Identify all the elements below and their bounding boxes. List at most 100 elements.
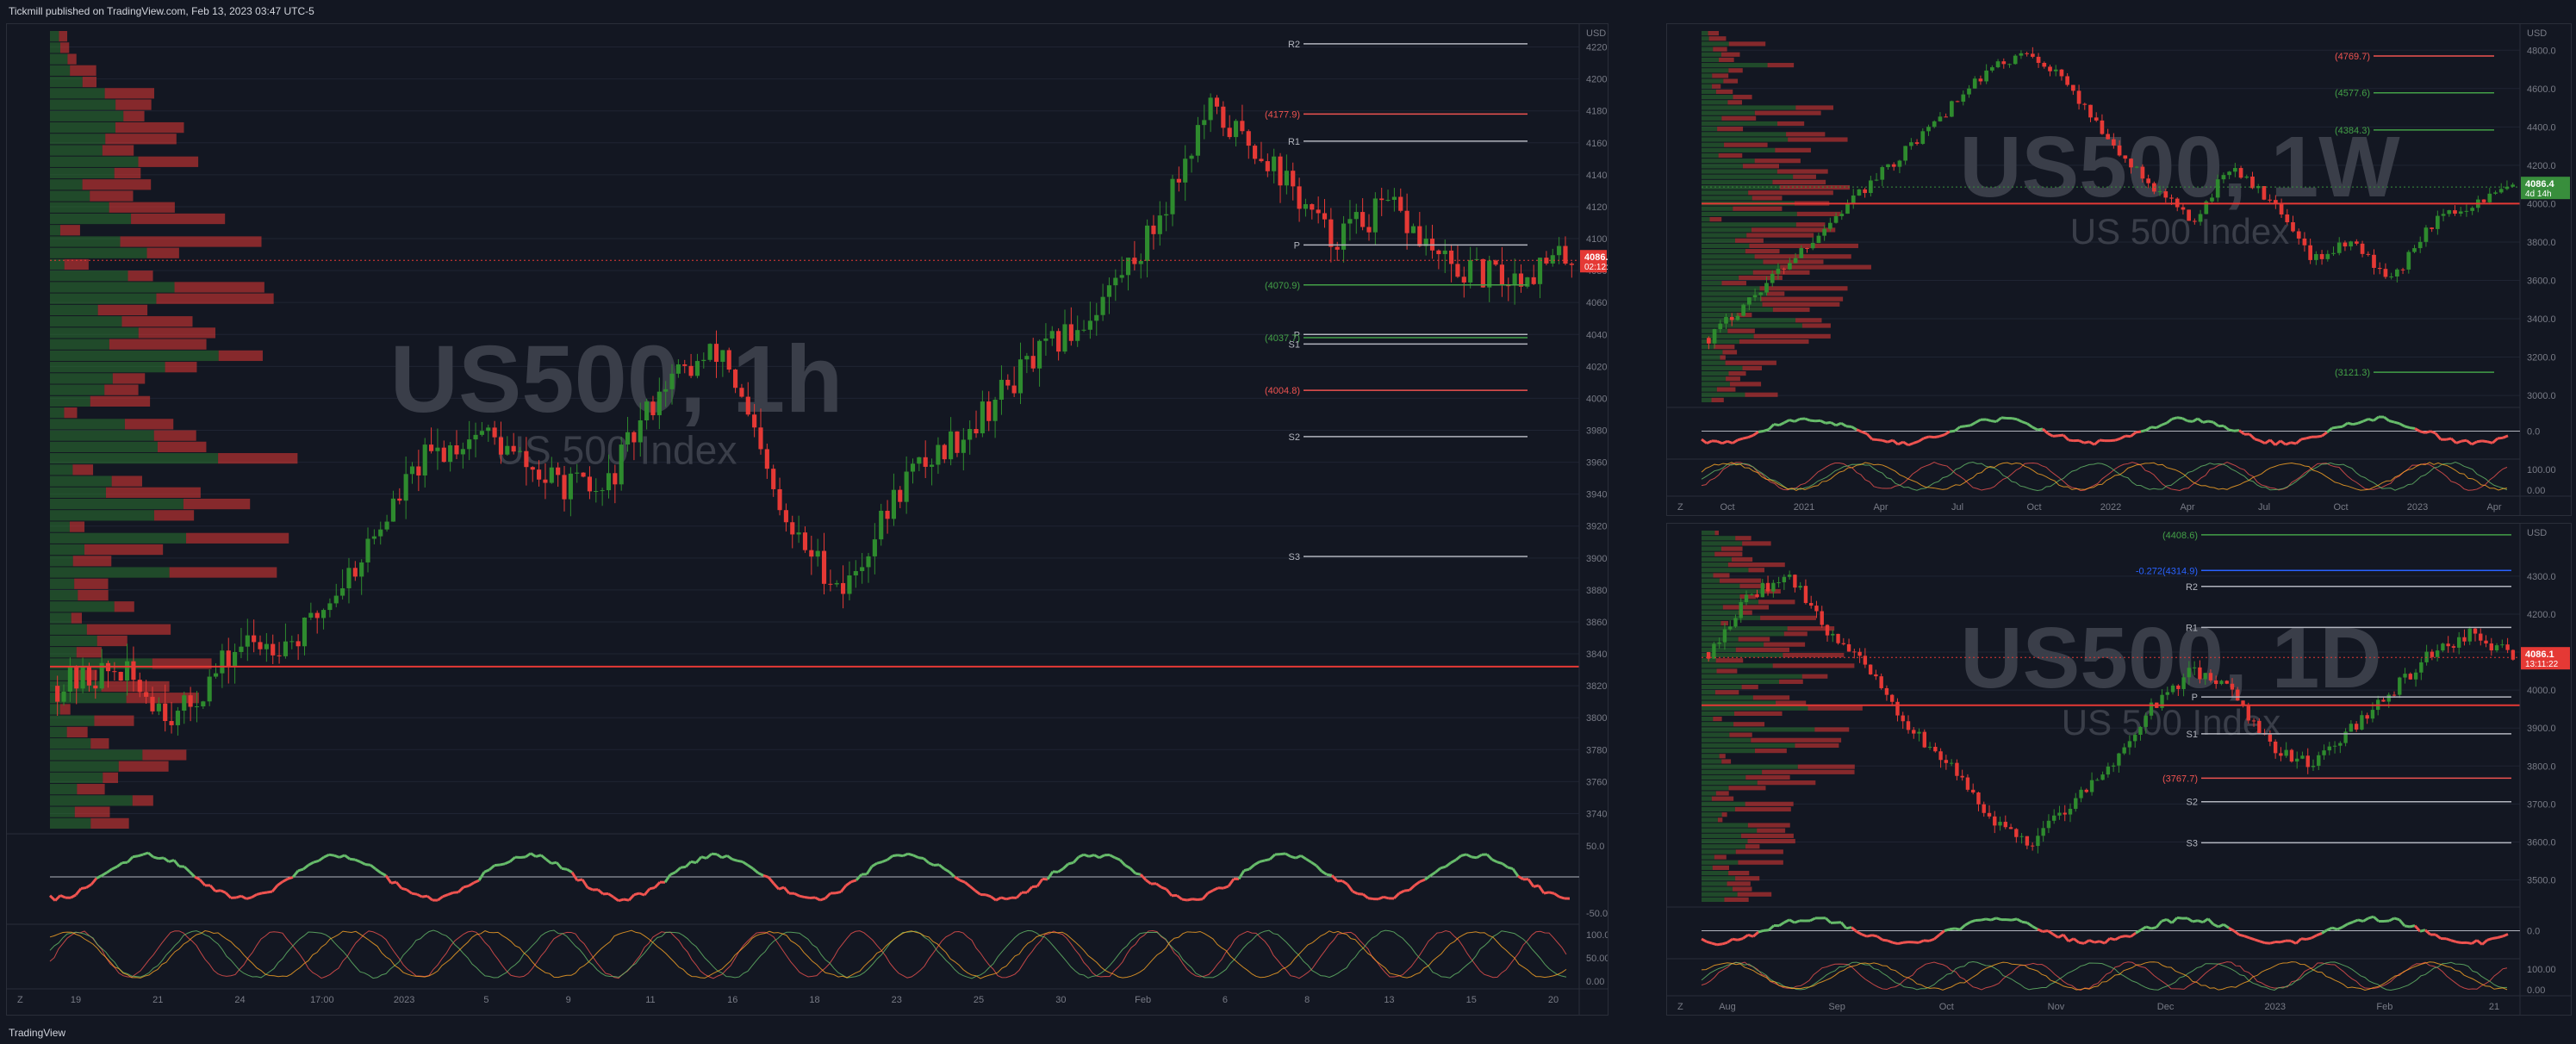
chart-panel-1h[interactable]: US500, 1h US 500 Index R2 (4177.9) R1 P (4070.… (6, 23, 1608, 1016)
osc-line-segment (2155, 920, 2163, 929)
osc-line-segment (1882, 938, 1888, 942)
volume-profile-bar (1721, 115, 1757, 121)
candle-body (1075, 330, 1080, 341)
osc-line-segment (1061, 862, 1070, 870)
candle-body (137, 680, 142, 693)
volume-profile-bar (1702, 254, 1755, 259)
time-tick: 17:00 (310, 995, 334, 1005)
candle-body (1557, 245, 1562, 256)
volume-profile-bar (1702, 705, 1808, 711)
volume-profile-bar (78, 589, 109, 601)
price-tick: 3200.0 (2527, 353, 2556, 364)
osc-line-segment (411, 892, 418, 896)
candle-body (517, 451, 523, 452)
osc-line-segment (669, 871, 676, 876)
volume-profile-bar (1759, 286, 1848, 291)
candle-body (448, 444, 453, 463)
volume-profile-bar (1702, 339, 1739, 345)
osc-line-segment (499, 862, 506, 867)
candle-body (1512, 273, 1517, 286)
volume-profile-bar (1745, 774, 1790, 780)
volume-profile-bar (1702, 722, 1734, 727)
osc-line-segment (876, 861, 883, 865)
volume-profile-bar (1702, 594, 1740, 600)
watermark: US500, 1h (390, 326, 843, 432)
volume-profile-bar (1721, 759, 1732, 764)
candle-body (435, 447, 440, 451)
osc-line-segment (1902, 941, 1909, 944)
osc-line-segment (2373, 916, 2380, 923)
osc-line-segment (2166, 418, 2173, 425)
volume-profile-bar (1702, 849, 1736, 854)
osc-line-segment (2336, 425, 2343, 429)
chart-panel-1d[interactable]: US500, 1D US 500 Index (4408.6) -0.272(4314… (1666, 523, 2572, 1016)
candle-body (2479, 633, 2483, 641)
candle-body (2403, 674, 2407, 678)
volume-profile-bar (1733, 95, 1752, 100)
currency-label: USD (2527, 28, 2547, 39)
volume-profile-bar (1702, 631, 1784, 637)
osc-line-segment (2161, 917, 2168, 923)
chart-panel-1w[interactable]: US500, 1W US 500 Index (4769.7) (4577.6) (43… (1666, 23, 2572, 516)
volume-profile-bar (1702, 47, 1714, 52)
osc-line-segment (442, 893, 449, 898)
volume-profile-bar (123, 110, 145, 121)
candle-body (828, 583, 833, 585)
level-label: R2 (2186, 582, 2198, 593)
candle-body (2100, 120, 2105, 134)
osc-line-segment (2388, 917, 2395, 923)
price-tick: 3900.0 (2527, 724, 2556, 734)
osc-line-segment (1913, 439, 1920, 444)
candle-body (1833, 215, 1839, 223)
osc-line-segment (354, 858, 361, 863)
price-tick: 4020.0 (1586, 362, 1608, 372)
osc-line-segment (1378, 895, 1384, 901)
osc-line-segment (1403, 888, 1410, 892)
time-tick: Jul (1951, 502, 1963, 513)
candle-body (150, 696, 155, 712)
volume-profile-bar (1727, 328, 1755, 333)
candle-body (93, 685, 98, 689)
volume-profile-bar (1702, 233, 1747, 238)
volume-profile-bar (1702, 89, 1716, 95)
volume-profile-bar (1702, 610, 1739, 615)
candle-body (2042, 62, 2047, 67)
osc-line-segment (1742, 934, 1749, 940)
volume-profile-bar (1724, 897, 1749, 902)
osc-line-segment (488, 864, 495, 871)
osc-line-segment (282, 877, 289, 883)
level-label: (4408.6) (2162, 531, 2198, 541)
candle-body (1246, 131, 1251, 146)
volume-profile-bar (120, 236, 262, 247)
osc-line-segment (158, 856, 165, 861)
volume-profile-bar (1726, 376, 1740, 382)
volume-profile-bar (1702, 249, 1745, 254)
osc-line-segment (1839, 921, 1848, 929)
osc-line-segment (406, 888, 413, 895)
candle-body (124, 661, 130, 681)
osc-line-segment (1496, 861, 1503, 866)
tradingview-logo[interactable]: TradingView (9, 1027, 66, 1039)
osc-line-segment (716, 853, 723, 860)
volume-profile-bar (1702, 36, 1709, 41)
volume-profile-bar (1702, 637, 1739, 642)
osc-line-segment (2233, 929, 2240, 936)
candle-body (2354, 724, 2359, 730)
candle-body (2360, 715, 2364, 730)
osc-line-segment (509, 856, 516, 863)
candle-body (1967, 88, 1971, 95)
level-label: R1 (1288, 137, 1300, 147)
osc-line-segment (1975, 418, 1982, 424)
candle-body (2071, 84, 2075, 91)
osc-line-segment (1254, 861, 1260, 867)
osc-line-segment (2243, 935, 2250, 940)
osc-line-segment (1732, 937, 1739, 941)
candle-body (872, 539, 877, 556)
candle-body (968, 429, 973, 440)
candle-body (384, 521, 389, 530)
candle-body (2187, 668, 2192, 678)
volume-profile-bar (1702, 31, 1708, 36)
